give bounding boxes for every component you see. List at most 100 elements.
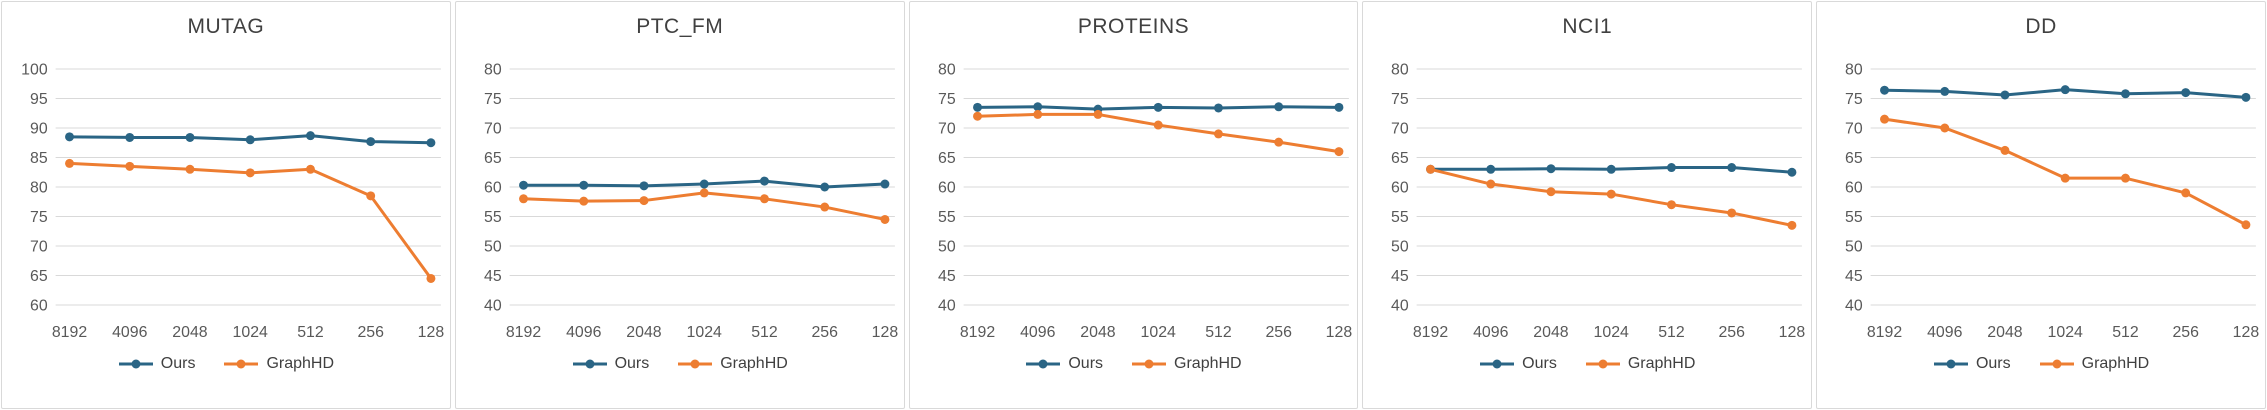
y-tick-label: 65 [484,150,502,167]
legend: Ours GraphHD [2,355,450,373]
x-tick-label: 128 [2233,324,2260,341]
data-point-marker [1032,102,1042,112]
legend-entry: Ours [1933,355,2011,373]
graphhd-legend-marker-icon [1132,359,1167,369]
data-point-marker [1546,187,1556,197]
x-tick-label: 256 [2173,324,2200,341]
y-tick-label: 90 [30,120,48,137]
y-tick-label: 55 [1391,209,1409,226]
data-point-marker [579,180,589,190]
data-point-marker [2000,90,2010,100]
y-tick-label: 75 [30,209,48,226]
data-point-marker [2181,88,2191,98]
data-point-marker [1667,200,1677,210]
data-point-marker [1153,102,1163,112]
y-tick-label: 45 [1845,268,1863,285]
legend: Ours GraphHD [1817,355,2265,373]
series-line-graphhd [1883,117,2248,227]
data-point-marker [245,135,255,145]
y-tick-label: 70 [484,120,502,137]
y-tick-label: 40 [484,297,502,314]
data-point-marker [1727,208,1737,218]
y-tick-label: 80 [938,61,956,78]
data-point-marker [65,132,74,142]
x-tick-label: 2048 [1534,324,1569,341]
y-tick-label: 100 [21,61,48,78]
y-tick-label: 65 [30,268,48,285]
y-tick-label: 75 [1391,91,1409,108]
data-point-marker [639,196,649,206]
x-tick-label: 4096 [1927,324,1962,341]
x-tick-label: 8192 [959,324,994,341]
data-point-marker [1032,109,1042,119]
x-tick-label: 1024 [686,324,721,341]
data-point-marker [1213,129,1223,139]
x-tick-label: 512 [1205,324,1232,341]
y-tick-label: 95 [30,91,48,108]
legend-label: Ours [1975,355,2011,372]
data-point-marker [305,164,315,174]
legend-label: GraphHD [1174,355,1242,372]
x-tick-label: 4096 [112,324,147,341]
chart-title: MUTAG [187,15,265,38]
data-point-marker [125,132,135,142]
y-tick-label: 80 [1845,61,1863,78]
graphhd-legend-marker-icon [2039,359,2074,369]
x-tick-label: 1024 [1594,324,1629,341]
data-point-marker [125,161,135,171]
graphhd-legend-marker-icon [224,359,259,369]
legend-label: GraphHD [720,355,788,372]
y-tick-label: 70 [938,120,956,137]
legend-entry: GraphHD [223,355,334,373]
x-tick-label: 256 [811,324,838,341]
ours-legend-marker-icon [118,359,153,369]
data-point-marker [366,191,376,201]
chart-title: NCI1 [1562,15,1613,38]
ours-legend-marker-icon [1026,359,1061,369]
y-tick-label: 80 [30,179,48,196]
data-point-marker [2241,220,2251,230]
chart-panel: DD 80 75 70 65 60 55 50 45 40 8192 4096 2048 1024 512… [1816,1,2266,409]
data-point-marker [1667,163,1677,173]
data-point-marker [1787,220,1797,230]
y-tick-label: 50 [938,238,956,255]
chart-panel: NCI1 80 75 70 65 60 55 50 45 40 8192 4096 2048 1024 5… [1362,1,1813,409]
x-tick-label: 256 [357,324,384,341]
data-point-marker [426,273,436,283]
data-point-marker [2241,92,2251,102]
y-tick-label: 55 [938,209,956,226]
x-tick-label: 8192 [1867,324,1902,341]
x-tick-label: 2048 [172,324,207,341]
y-tick-label: 50 [1845,238,1863,255]
y-tick-label: 80 [484,61,502,78]
data-point-marker [579,196,589,206]
legend-label: Ours [1522,355,1557,372]
x-tick-label: 512 [297,324,324,341]
graphhd-legend-marker-icon [678,359,713,369]
legend-label: GraphHD [2081,355,2150,372]
data-point-marker [1940,86,1950,96]
data-point-marker [972,102,982,112]
y-tick-label: 85 [30,150,48,167]
legend: Ours GraphHD [1363,355,1811,373]
data-point-marker [185,164,195,174]
data-point-marker [759,194,769,204]
y-tick-label: 60 [938,179,956,196]
data-point-marker [305,131,315,141]
x-tick-label: 4096 [1020,324,1055,341]
y-tick-label: 45 [1391,268,1409,285]
chart-panel: PTC_FM 80 75 70 65 60 55 50 45 40 8192 4096 2048 102… [454,1,905,409]
data-point-marker [2121,173,2131,183]
legend-entry: GraphHD [1131,355,1242,373]
data-point-marker [245,168,255,178]
legend-entry: GraphHD [1585,355,1695,373]
y-tick-label: 75 [1845,91,1863,108]
y-tick-label: 60 [30,297,48,314]
data-point-marker [1334,102,1343,112]
y-tick-label: 70 [1845,120,1863,137]
data-point-marker [366,137,376,147]
y-tick-label: 75 [938,91,956,108]
data-point-marker [1940,123,1950,133]
x-tick-label: 2048 [1988,324,2023,341]
